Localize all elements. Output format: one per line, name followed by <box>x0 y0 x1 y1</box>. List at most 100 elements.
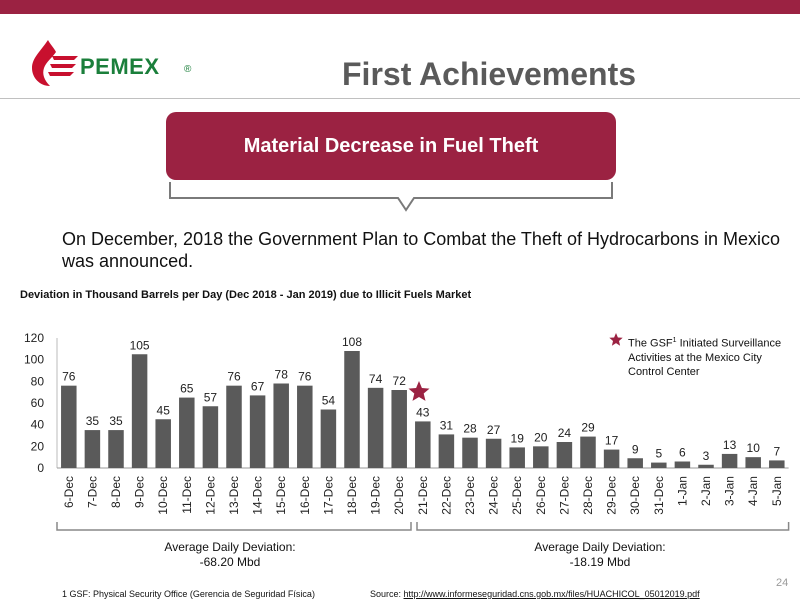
bar <box>61 385 77 468</box>
data-label: 5 <box>655 447 662 461</box>
footnote: 1 GSF: Physical Security Office (Gerenci… <box>62 589 315 599</box>
chart-title: Deviation in Thousand Barrels per Day (D… <box>20 289 472 301</box>
x-tick-label: 7-Dec <box>85 476 99 508</box>
bar <box>627 458 643 468</box>
x-tick-label: 31-Dec <box>652 476 666 515</box>
y-tick-label: 120 <box>24 331 44 345</box>
data-label: 29 <box>581 421 595 435</box>
x-tick-label: 1-Jan <box>675 476 689 506</box>
average-left: Average Daily Deviation: -68.20 Mbd <box>140 540 320 570</box>
bar <box>415 421 431 468</box>
bar <box>391 390 407 468</box>
bar <box>462 437 478 468</box>
bar <box>344 351 360 468</box>
bracket-before <box>56 522 412 531</box>
data-label: 54 <box>322 394 336 408</box>
x-tick-label: 22-Dec <box>439 476 453 515</box>
bar <box>556 442 573 468</box>
data-label: 6 <box>679 446 686 460</box>
source-link[interactable]: http://www.informeseguridad.cns.gob.mx/f… <box>403 589 700 599</box>
x-tick-label: 20-Dec <box>392 476 406 515</box>
bar <box>698 464 714 468</box>
bar <box>485 438 502 468</box>
intro-text: On December, 2018 the Government Plan to… <box>62 229 781 271</box>
data-label: 108 <box>342 335 362 349</box>
x-tick-label: 21-Dec <box>416 476 430 515</box>
average-right-value: -18.19 Mbd <box>569 555 631 569</box>
legend-star-icon <box>609 333 623 346</box>
y-tick-label: 0 <box>37 461 44 475</box>
x-tick-label: 2-Jan <box>699 476 713 506</box>
x-tick-label: 17-Dec <box>321 476 335 515</box>
average-right: Average Daily Deviation: -18.19 Mbd <box>500 540 700 570</box>
y-tick-label: 40 <box>31 418 45 432</box>
data-label: 67 <box>251 379 265 393</box>
pemex-eagle-icon <box>32 40 78 86</box>
x-tick-label: 26-Dec <box>534 476 548 515</box>
x-tick-label: 24-Dec <box>487 476 501 515</box>
bar <box>226 385 242 468</box>
source-citation: Source: http://www.informeseguridad.cns.… <box>370 589 700 599</box>
data-label: 76 <box>227 370 241 384</box>
x-tick-label: 25-Dec <box>510 476 524 515</box>
data-label: 13 <box>723 438 737 452</box>
bar <box>202 406 219 468</box>
average-right-label: Average Daily Deviation: <box>534 540 666 554</box>
data-label: 76 <box>62 370 76 384</box>
deviation-bar-chart: 020406080100120766-Dec357-Dec358-Dec1059… <box>24 331 790 531</box>
data-label: 9 <box>632 442 639 456</box>
source-prefix: Source: <box>370 589 404 599</box>
logo-wordmark: PEMEX <box>80 54 160 79</box>
data-label: 65 <box>180 382 194 396</box>
data-label: 72 <box>393 374 407 388</box>
bar <box>249 395 266 468</box>
page-number: 24 <box>776 577 789 589</box>
x-tick-label: 13-Dec <box>227 476 241 515</box>
average-left-value: -68.20 Mbd <box>199 555 261 569</box>
page-title: First Achievements <box>342 56 637 92</box>
bar <box>155 419 171 468</box>
data-label: 43 <box>416 405 430 419</box>
y-tick-label: 80 <box>31 374 45 388</box>
x-tick-label: 23-Dec <box>463 476 477 515</box>
y-tick-label: 60 <box>31 396 45 410</box>
data-label: 3 <box>703 449 710 463</box>
x-tick-label: 27-Dec <box>557 476 571 515</box>
data-label: 78 <box>275 368 289 382</box>
bar <box>273 383 289 468</box>
x-tick-label: 10-Dec <box>156 476 170 515</box>
x-tick-label: 14-Dec <box>251 476 265 515</box>
average-left-label: Average Daily Deviation: <box>164 540 296 554</box>
banner-bracket <box>169 182 613 212</box>
legend-text-pre: The GSF <box>628 337 673 350</box>
data-label: 35 <box>109 414 123 428</box>
bar <box>84 430 101 468</box>
surveillance-star-marker <box>408 381 430 401</box>
data-label: 105 <box>130 338 150 352</box>
y-tick-label: 20 <box>31 439 45 453</box>
legend-note: The GSF1 Initiated Surveillance Activiti… <box>628 334 800 379</box>
data-label: 7 <box>773 444 780 458</box>
data-label: 27 <box>487 423 501 437</box>
y-tick-label: 100 <box>24 353 44 367</box>
bar <box>580 436 596 468</box>
bar <box>533 446 549 468</box>
bar <box>179 397 195 468</box>
data-label: 19 <box>511 431 525 445</box>
data-label: 74 <box>369 372 383 386</box>
data-label: 20 <box>534 430 548 444</box>
bar <box>769 460 785 468</box>
x-tick-label: 12-Dec <box>203 476 217 515</box>
pemex-logo <box>28 38 208 88</box>
bar <box>603 449 620 468</box>
bar <box>320 409 337 468</box>
bar <box>721 453 738 468</box>
bar <box>367 387 384 468</box>
x-tick-label: 19-Dec <box>369 476 383 515</box>
legend-footnote-mark: 1 <box>672 337 677 344</box>
bar <box>745 457 761 468</box>
data-label: 24 <box>558 426 572 440</box>
bar <box>108 430 124 468</box>
x-tick-label: 3-Jan <box>723 476 737 506</box>
data-label: 76 <box>298 370 312 384</box>
